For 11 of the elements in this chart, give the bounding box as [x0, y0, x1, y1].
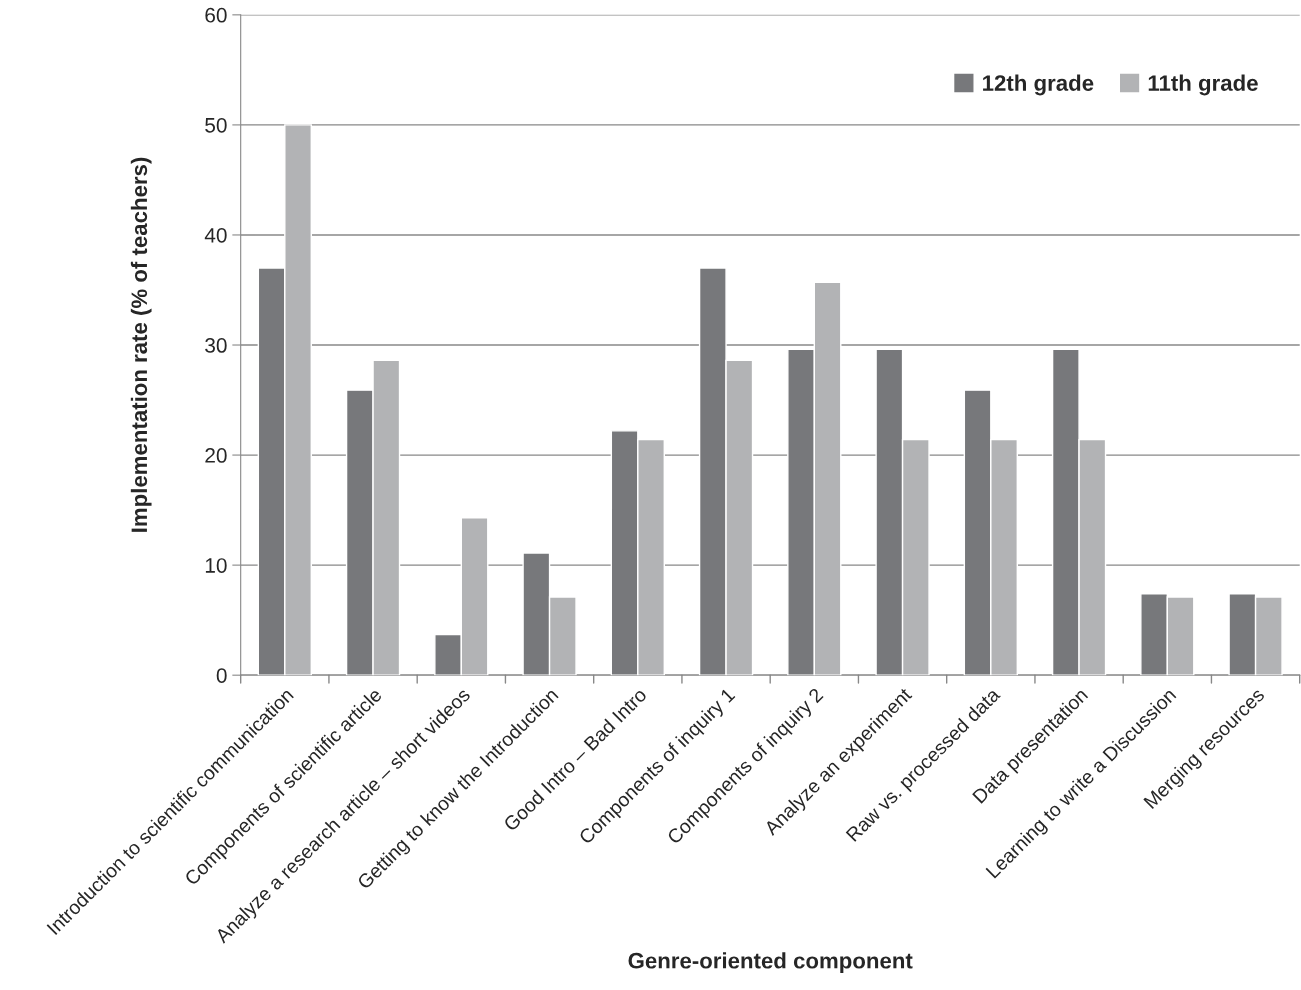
y-tick-label: 30 [205, 338, 227, 353]
y-tick-label: 50 [205, 117, 227, 133]
y-tick-label: 0 [216, 668, 227, 683]
y-tick-label: 40 [204, 227, 227, 243]
x-axis-title: Genre-oriented component [628, 952, 913, 973]
y-axis-title: Implementation rate (% of teachers) [130, 157, 152, 532]
y-tick-label: 10 [205, 558, 227, 573]
legend-label: 11th grade [1148, 74, 1258, 96]
y-tick-label: 60 [205, 7, 227, 23]
y-tick-label: 20 [205, 448, 227, 463]
legend-label: 12th grade [983, 74, 1094, 96]
